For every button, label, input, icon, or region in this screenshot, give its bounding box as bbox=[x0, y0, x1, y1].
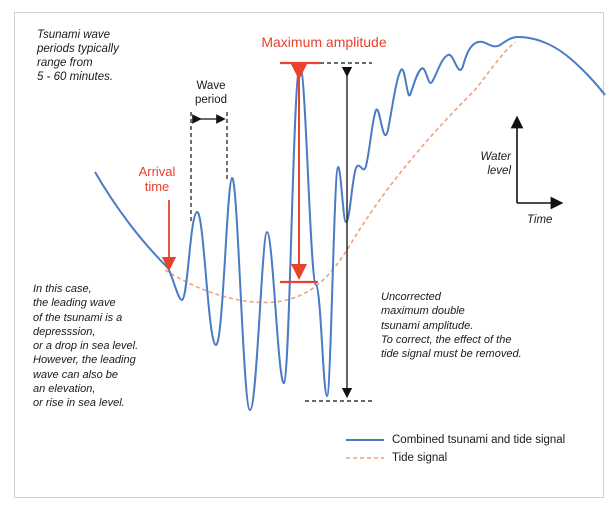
max-amplitude-label: Maximum amplitude bbox=[261, 34, 387, 50]
wave-period-label: Wave period bbox=[195, 80, 227, 106]
diagram-frame bbox=[14, 12, 604, 498]
combined-signal-curve bbox=[94, 35, 606, 412]
uncorrected-amplitude-note: Uncorrected maximum double tsunami ampli… bbox=[381, 291, 522, 361]
leading-wave-note: In this case, the leading wave of the ts… bbox=[33, 283, 139, 410]
time-label: Time bbox=[527, 214, 553, 226]
legend-tide-label: Tide signal bbox=[392, 452, 448, 464]
tide-signal-curve bbox=[164, 41, 516, 304]
water-level-label: Water level bbox=[480, 151, 511, 177]
legend-combined-label: Combined tsunami and tide signal bbox=[392, 434, 566, 446]
periods-note: Tsunami wave periods typically range fro… bbox=[37, 29, 119, 83]
arrival-time-label: Arrival time bbox=[138, 164, 176, 194]
